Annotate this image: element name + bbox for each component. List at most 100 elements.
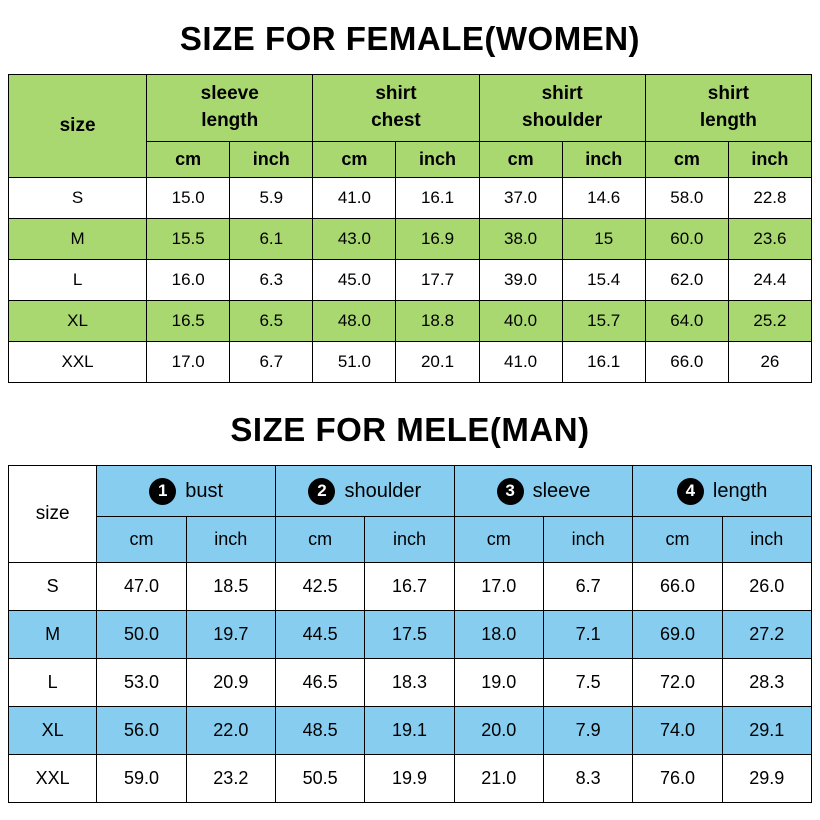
unit-header-inch: inch <box>185 516 276 563</box>
circle-number-3-icon: 3 <box>496 477 524 505</box>
measurement-value: 15.4 <box>561 259 646 301</box>
table-row: XXL 59.0 23.2 50.5 19.9 21.0 8.3 76.0 29.9 <box>7 754 813 803</box>
measurement-value: 56.0 <box>96 706 187 755</box>
male-group-sleeve-label: sleeve <box>532 479 591 502</box>
size-label: L <box>7 259 148 301</box>
measurement-value: 47.0 <box>96 562 187 611</box>
measurement-value: 37.0 <box>478 177 563 219</box>
table-row: M 15.5 6.1 43.0 16.9 38.0 15 60.0 23.6 <box>7 218 813 260</box>
measurement-value: 25.2 <box>727 300 813 342</box>
size-label: M <box>7 610 98 659</box>
female-group-shirt-length: shirt length <box>644 74 813 142</box>
measurement-value: 15.5 <box>146 218 231 260</box>
female-table-header: size sleeve length shirt chest shirt sho… <box>7 74 813 178</box>
size-label: L <box>7 658 98 707</box>
measurement-value: 14.6 <box>561 177 646 219</box>
measurement-value: 74.0 <box>632 706 723 755</box>
measurement-value: 45.0 <box>312 259 397 301</box>
size-label: XL <box>7 706 98 755</box>
size-label: S <box>7 562 98 611</box>
measurement-value: 22.8 <box>727 177 813 219</box>
measurement-value: 6.7 <box>229 341 314 383</box>
measurement-value: 18.0 <box>453 610 544 659</box>
male-units-row: cm inch cm inch cm inch cm inch <box>9 516 813 563</box>
measurement-value: 15.0 <box>146 177 231 219</box>
measurement-value: 19.7 <box>185 610 276 659</box>
unit-header-inch: inch <box>561 141 646 178</box>
size-label: XXL <box>7 341 148 383</box>
measurement-value: 6.7 <box>542 562 634 611</box>
measurement-value: 66.0 <box>644 341 729 383</box>
male-table-title: SIZE FOR MELE(MAN) <box>230 411 590 448</box>
measurement-value: 28.3 <box>721 658 813 707</box>
circle-number-4-icon: 4 <box>676 477 704 505</box>
female-table-body: S 15.0 5.9 41.0 16.1 37.0 14.6 58.0 22.8 M 15.5 6.1… <box>7 177 813 383</box>
unit-header-inch: inch <box>229 141 314 178</box>
unit-header-cm: cm <box>146 141 231 178</box>
measurement-value: 20.0 <box>453 706 544 755</box>
measurement-value: 19.0 <box>453 658 544 707</box>
measurement-value: 5.9 <box>229 177 314 219</box>
measurement-value: 26.0 <box>721 562 813 611</box>
measurement-value: 16.1 <box>561 341 646 383</box>
unit-header-cm: cm <box>632 516 723 563</box>
measurement-value: 40.0 <box>478 300 563 342</box>
measurement-value: 66.0 <box>632 562 723 611</box>
female-size-header: size <box>7 74 148 178</box>
unit-header-cm: cm <box>312 141 397 178</box>
measurement-value: 6.3 <box>229 259 314 301</box>
measurement-value: 29.9 <box>721 754 813 803</box>
male-group-length: 4 length <box>632 465 812 517</box>
male-group-shoulder-label: shoulder <box>344 479 422 502</box>
measurement-value: 16.1 <box>395 177 480 219</box>
circle-number-2-icon: 2 <box>308 477 336 505</box>
measurement-value: 16.9 <box>395 218 480 260</box>
measurement-value: 38.0 <box>478 218 563 260</box>
table-row: M 50.0 19.7 44.5 17.5 18.0 7.1 69.0 27.2 <box>7 610 813 659</box>
size-label: XXL <box>7 754 98 803</box>
measurement-value: 6.1 <box>229 218 314 260</box>
measurement-value: 7.9 <box>542 706 634 755</box>
measurement-value: 64.0 <box>644 300 729 342</box>
table-row: XL 16.5 6.5 48.0 18.8 40.0 15.7 64.0 25.2 <box>7 300 813 342</box>
measurement-value: 17.5 <box>364 610 455 659</box>
table-row: L 53.0 20.9 46.5 18.3 19.0 7.5 72.0 28.3 <box>7 658 813 707</box>
male-table-body: S 47.0 18.5 42.5 16.7 17.0 6.7 66.0 26.0 M 50.0 19.… <box>7 562 813 803</box>
measurement-value: 7.5 <box>542 658 634 707</box>
measurement-value: 23.6 <box>727 218 813 260</box>
measurement-value: 24.4 <box>727 259 813 301</box>
measurement-value: 20.1 <box>395 341 480 383</box>
male-group-bust-label: bust <box>185 479 224 502</box>
measurement-value: 72.0 <box>632 658 723 707</box>
measurement-value: 46.5 <box>274 658 366 707</box>
measurement-value: 19.9 <box>364 754 455 803</box>
measurement-value: 8.3 <box>542 754 634 803</box>
measurement-value: 23.2 <box>185 754 276 803</box>
female-units-row: cm inch cm inch cm inch cm inch <box>9 141 813 178</box>
measurement-value: 7.1 <box>542 610 634 659</box>
measurement-value: 41.0 <box>312 177 397 219</box>
measurement-value: 50.0 <box>96 610 187 659</box>
measurement-value: 58.0 <box>644 177 729 219</box>
measurement-value: 53.0 <box>96 658 187 707</box>
circle-number-1-icon: 1 <box>149 477 177 505</box>
unit-header-inch: inch <box>542 516 634 563</box>
measurement-value: 16.7 <box>364 562 455 611</box>
unit-header-cm: cm <box>274 516 366 563</box>
measurement-value: 6.5 <box>229 300 314 342</box>
measurement-value: 60.0 <box>644 218 729 260</box>
measurement-value: 44.5 <box>274 610 366 659</box>
measurement-value: 48.0 <box>312 300 397 342</box>
measurement-value: 21.0 <box>453 754 544 803</box>
male-group-bust: 1 bust <box>96 465 276 517</box>
unit-header-cm: cm <box>96 516 187 563</box>
measurement-value: 15.7 <box>561 300 646 342</box>
female-size-table: size sleeve length shirt chest shirt sho… <box>7 74 813 383</box>
measurement-value: 43.0 <box>312 218 397 260</box>
measurement-value: 17.0 <box>146 341 231 383</box>
measurement-value: 29.1 <box>721 706 813 755</box>
measurement-value: 51.0 <box>312 341 397 383</box>
measurement-value: 18.8 <box>395 300 480 342</box>
measurement-value: 16.0 <box>146 259 231 301</box>
